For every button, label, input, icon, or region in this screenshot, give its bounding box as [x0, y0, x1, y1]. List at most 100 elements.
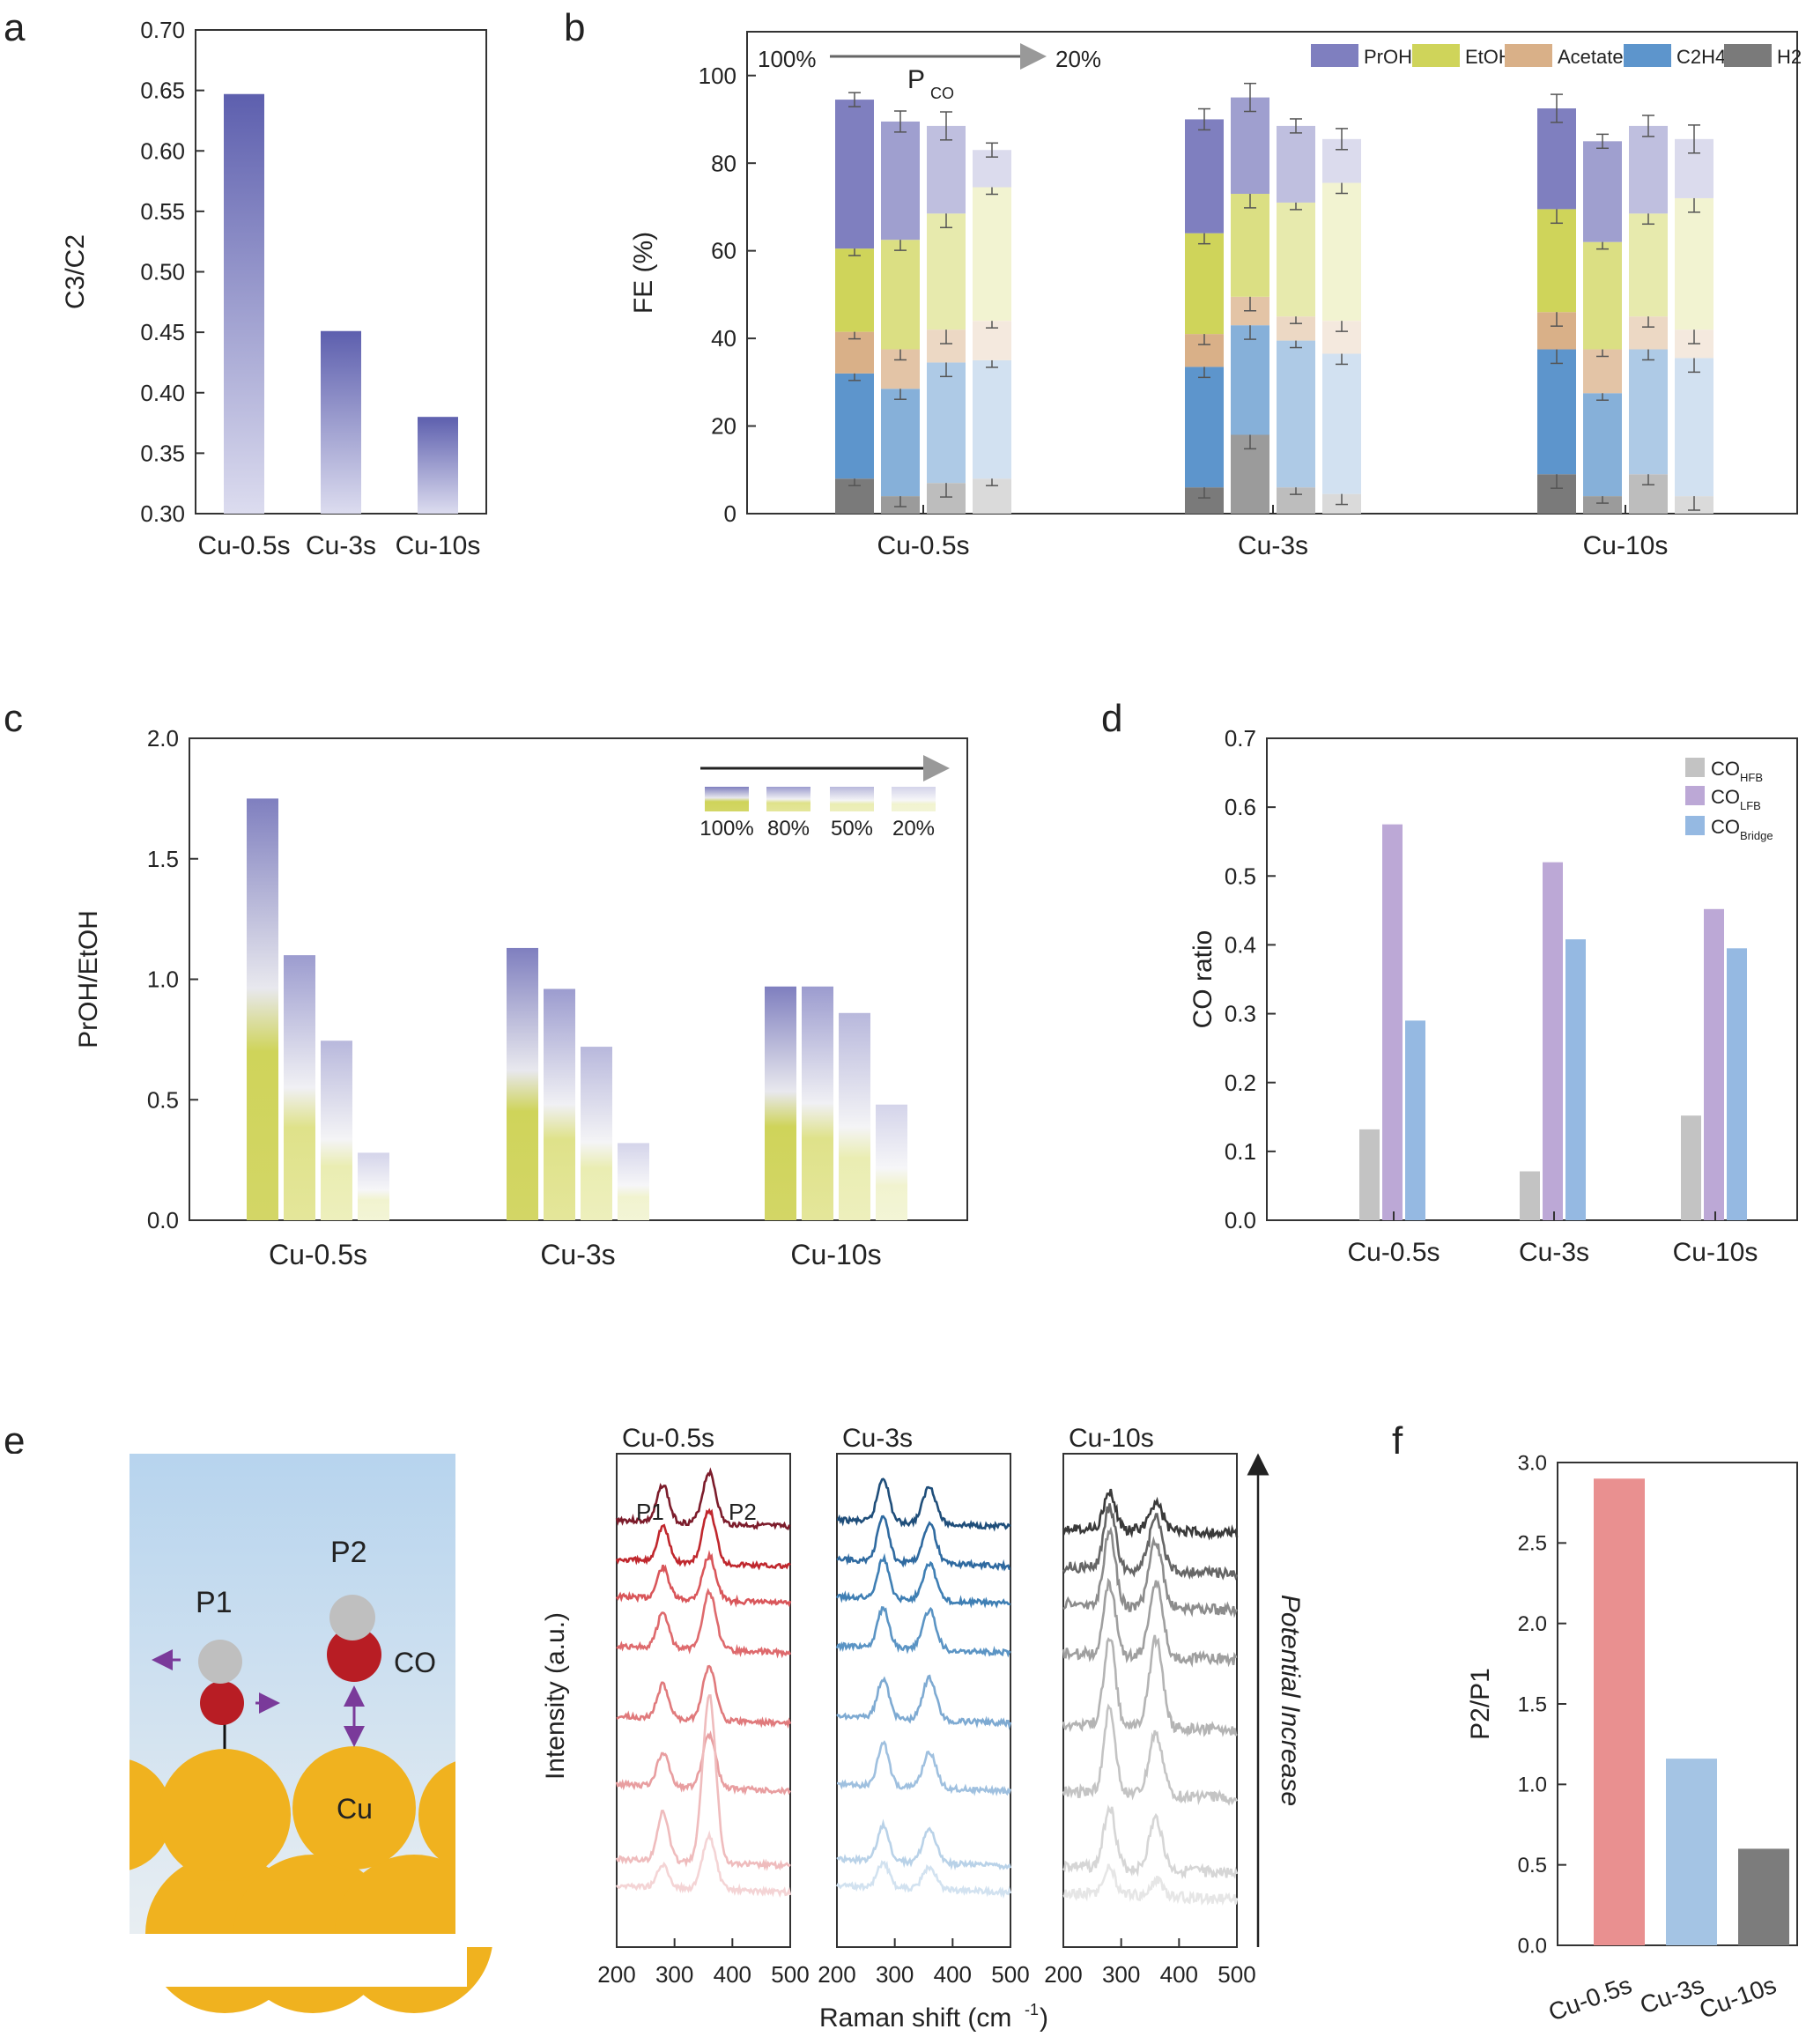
legend-label-C2H4: C2H4 — [1676, 46, 1726, 68]
raman-x-tick-label: 200 — [597, 1961, 635, 1988]
y-tick-label-b: 0 — [724, 500, 736, 527]
bar-c-Cu-0.5s-50% — [321, 1041, 352, 1220]
legend-swatch-d-HFB — [1685, 758, 1705, 777]
raman-frame-Cu-3s — [836, 1453, 1011, 1948]
stack-C2H4-Cu-10s-100% — [1537, 349, 1576, 475]
raman-frame-Cu-0.5s — [616, 1453, 791, 1948]
bar-d-Cu-3s-HFB — [1520, 1171, 1540, 1220]
raman-spectrum-Cu-10s — [1062, 1503, 1239, 1581]
y-tick-label-c: 2.0 — [147, 725, 179, 752]
stack-EtOH-Cu-10s-80% — [1583, 241, 1622, 350]
stack-H2-Cu-10s-80% — [1583, 496, 1622, 514]
raman-spectrum-Cu-10s — [1062, 1526, 1238, 1618]
y-tick-label-a: 0.35 — [140, 440, 185, 466]
oxygen-atom-p2 — [327, 1627, 381, 1682]
legend-swatch-c-20% — [892, 787, 936, 811]
bar-c-Cu-10s-50% — [839, 1012, 870, 1220]
potential-increase-label: Potential Increase — [1276, 1595, 1305, 1806]
y-tick-label-f: 1.0 — [1518, 1774, 1547, 1797]
legend-swatch-H2 — [1724, 44, 1772, 67]
carbon-atom-p2 — [329, 1595, 375, 1640]
legend-subscript-d: HFB — [1740, 771, 1763, 784]
raman-x-tick-label: 500 — [991, 1961, 1029, 1988]
y-tick-label-f: 1.5 — [1518, 1692, 1547, 1716]
raman-spectrum-Cu-10s — [1062, 1703, 1239, 1806]
bar-d-Cu-0.5s-Bridge — [1405, 1020, 1425, 1220]
raman-spectrum-Cu-3s — [835, 1860, 1012, 1900]
bar-f-Cu-10s — [1738, 1848, 1789, 1945]
peak-label-p2: P2 — [729, 1499, 757, 1525]
y-tick-label-a: 0.70 — [140, 17, 185, 43]
stack-EtOH-Cu-3s-100% — [1185, 233, 1224, 335]
bar-d-Cu-10s-Bridge — [1727, 948, 1747, 1220]
pco-subscript: CO — [930, 85, 954, 102]
bar-a-Cu-10s — [418, 417, 458, 514]
chart-f: 0.0 0.5 1.0 1.5 2.0 2.5 3.0 P2/P1 Cu-0.5s Cu-3sCu… — [1466, 1451, 1798, 2026]
raman-spectrum-Cu-0.5s — [615, 1550, 792, 1608]
stack-EtOH-Cu-3s-20% — [1322, 182, 1361, 322]
stack-EtOH-Cu-0.5s-100% — [835, 248, 874, 332]
legend-label-d: CO — [1711, 758, 1740, 780]
y-tick-label-a: 0.30 — [140, 500, 185, 527]
stack-C2H4-Cu-0.5s-100% — [835, 373, 874, 479]
y-tick-label-a: 0.55 — [140, 198, 185, 225]
legend-swatch-d-LFB — [1685, 786, 1705, 805]
y-tick-label-f: 0.5 — [1518, 1854, 1547, 1877]
raman-panel-title: Cu-0.5s — [622, 1424, 714, 1453]
panel-label-a: a — [4, 6, 26, 49]
y-axis-label-b: FE (%) — [629, 232, 658, 314]
x-tick-label-f: Cu-0.5s — [1545, 1971, 1636, 2026]
raman-spectrum-Cu-3s — [836, 1514, 1011, 1572]
raman-panel-title: Cu-3s — [842, 1424, 913, 1453]
stack-C2H4-Cu-0.5s-80% — [881, 389, 920, 497]
x-tick-label-a: Cu-0.5s — [197, 531, 290, 560]
raman-spectrum-Cu-0.5s — [615, 1694, 791, 1871]
stack-C2H4-Cu-0.5s-20% — [973, 359, 1011, 479]
x-tick-label-a: Cu-10s — [396, 531, 481, 560]
legend-swatch-c-80% — [766, 787, 810, 811]
stack-EtOH-Cu-10s-100% — [1537, 209, 1576, 313]
bar-d-Cu-3s-Bridge — [1565, 939, 1586, 1220]
legend-label-c-80%: 80% — [767, 817, 810, 841]
y-tick-label-d: 0.5 — [1225, 863, 1256, 889]
oxygen-atom-p1 — [200, 1681, 244, 1725]
raman-spectrum-Cu-0.5s — [615, 1830, 792, 1899]
legend-swatch-EtOH — [1412, 44, 1460, 67]
bar-d-Cu-0.5s-LFB — [1382, 824, 1403, 1220]
raman-x-tick-label: 500 — [1218, 1961, 1255, 1988]
y-axis-label-c: PrOH/EtOH — [74, 910, 103, 1048]
raman-x-tick-label: 300 — [876, 1961, 914, 1988]
y-tick-label-f: 0.0 — [1518, 1934, 1547, 1958]
chart-d: 0.0 0.1 0.2 0.3 0.4 0.5 0.6 0.7 CO ratio Cu-0.5s C… — [1188, 725, 1798, 1267]
stack-PrOH-Cu-0.5s-100% — [835, 100, 874, 249]
y-tick-label-a: 0.65 — [140, 78, 185, 104]
y-tick-label-d: 0.6 — [1225, 794, 1256, 820]
chart-a: 0.30 0.35 0.40 0.45 0.50 0.55 0.60 0.65 0.70 C3/C… — [61, 17, 487, 560]
raman-x-tick-label: 400 — [1160, 1961, 1198, 1988]
y-tick-label-c: 0.5 — [147, 1086, 179, 1113]
x-tick-label-f: Cu-10s — [1696, 1971, 1780, 2024]
y-tick-label-f: 3.0 — [1518, 1451, 1547, 1475]
y-tick-label-b: 60 — [711, 238, 736, 264]
panel-label-d: d — [1101, 697, 1122, 740]
chart-b: 0 20 40 60 80 100 FE (%) Cu-0.5s Cu-3s Cu-10s PrOH… — [629, 31, 1802, 560]
legend-swatch-PrOH — [1311, 44, 1358, 67]
stack-EtOH-Cu-0.5s-80% — [881, 240, 920, 350]
raman-spectrum-Cu-0.5s — [615, 1507, 791, 1571]
x-tick-label-d: Cu-0.5s — [1347, 1238, 1440, 1267]
raman-spectrum-Cu-10s — [1062, 1488, 1239, 1541]
y-tick-label-b: 100 — [699, 63, 736, 89]
y-tick-label-d: 0.3 — [1225, 1001, 1256, 1027]
stack-PrOH-Cu-10s-100% — [1537, 108, 1576, 210]
raman-panel-title: Cu-10s — [1069, 1424, 1154, 1453]
raman-spectrum-Cu-3s — [836, 1818, 1012, 1871]
y-tick-label-f: 2.5 — [1518, 1532, 1547, 1556]
stack-C2H4-Cu-0.5s-50% — [927, 362, 966, 484]
raman-x-tick-label: 200 — [1044, 1961, 1082, 1988]
stack-C2H4-Cu-10s-50% — [1629, 349, 1668, 475]
raman-spectrum-Cu-0.5s — [615, 1467, 791, 1531]
legend-swatch-C2H4 — [1624, 44, 1671, 67]
arrow-end-label: 20% — [1055, 46, 1101, 72]
x-tick-label-c: Cu-3s — [540, 1239, 615, 1270]
